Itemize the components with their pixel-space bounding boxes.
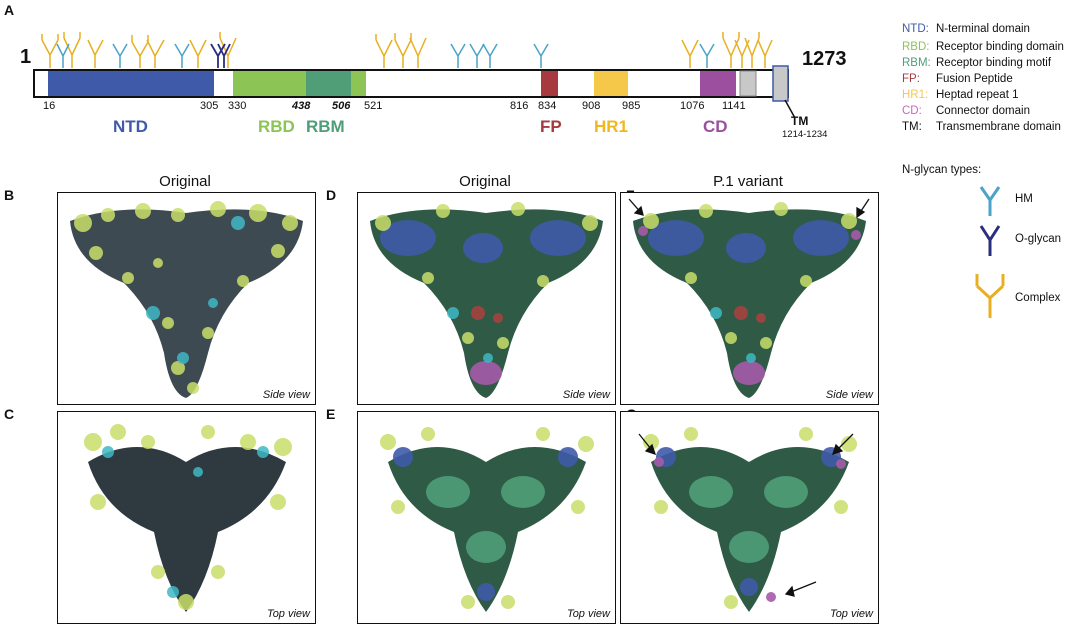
legend-entry-fp: FP: Fusion Peptide xyxy=(902,73,1013,85)
pos-908: 908 xyxy=(582,100,601,112)
arrow-icons xyxy=(638,433,854,597)
spike-top-view-domains xyxy=(380,427,594,612)
legend-entry-tm: TM: Transmembrane domain xyxy=(902,121,1061,133)
structure-panel-c: Top view xyxy=(57,411,316,624)
legend-abbr: FP: xyxy=(902,73,920,85)
pos-506: 506 xyxy=(332,100,351,112)
ntd-block xyxy=(48,71,214,96)
tm-pointer xyxy=(784,99,796,119)
pos-985: 985 xyxy=(622,100,641,112)
glycan-legend-icons xyxy=(975,186,1005,318)
spike-top-view-original xyxy=(84,424,292,612)
legend-abbr: TM: xyxy=(902,121,922,133)
spike-side-view-p1-variant xyxy=(628,198,870,398)
oglycan-icon xyxy=(979,225,1001,256)
domain-name-cd: CD xyxy=(703,117,728,136)
panel-letter-a: A xyxy=(4,2,15,18)
pos-521: 521 xyxy=(364,100,383,112)
tm-label: TM xyxy=(791,114,809,128)
sequence-end-label: 1273 xyxy=(802,48,847,70)
glycan-label-hm: HM xyxy=(1015,193,1033,205)
view-label-e: Top view xyxy=(566,608,610,620)
panel-title-d: Original xyxy=(459,173,511,190)
legend-abbr: CD: xyxy=(902,105,922,117)
structure-panel-f: Side view xyxy=(620,192,879,405)
pos-305: 305 xyxy=(200,100,219,112)
legend-text: Heptad repeat 1 xyxy=(936,89,1019,101)
legend-abbr: RBD: xyxy=(902,41,930,53)
tm-block xyxy=(772,65,789,102)
legend-entry-ntd: NTD: N-terminal domain xyxy=(902,23,1030,35)
hm-glycan-markers xyxy=(56,43,715,68)
domain-name-fp: FP xyxy=(540,117,562,136)
domain-map xyxy=(33,32,796,119)
hm-icon xyxy=(979,186,1001,216)
complex-glycan-markers xyxy=(41,32,773,68)
legend-text: Receptor binding motif xyxy=(936,57,1052,69)
structure-panel-e: Top view xyxy=(357,411,616,624)
spike-side-view-original xyxy=(70,201,303,398)
pos-834: 834 xyxy=(538,100,557,112)
legend-abbr: HR1: xyxy=(902,89,929,101)
glycan-legend-title: N-glycan types: xyxy=(902,164,982,176)
sequence-start-label: 1 xyxy=(20,46,32,68)
rbd-block-left xyxy=(233,71,306,96)
view-label-g: Top view xyxy=(829,608,873,620)
legend-text: Connector domain xyxy=(936,105,1030,117)
pos-816: 816 xyxy=(510,100,529,112)
panel-letter-b: B xyxy=(4,187,15,203)
glycan-label-complex: Complex xyxy=(1015,292,1061,304)
view-label-b: Side view xyxy=(262,389,310,401)
view-label-c: Top view xyxy=(266,608,310,620)
panel-title-f: P.1 variant xyxy=(713,173,783,190)
rbm-block xyxy=(306,71,351,96)
panel-title-b: Original xyxy=(159,173,211,190)
cd-block xyxy=(700,71,736,96)
legend-text: Transmembrane domain xyxy=(936,121,1061,133)
tm-range-label: 1214-1234 xyxy=(782,129,828,140)
legend-text: Fusion Peptide xyxy=(936,73,1013,85)
arrow-icons xyxy=(628,198,870,219)
complex-icon xyxy=(975,274,1005,318)
structure-panel-d: Side view xyxy=(357,192,616,405)
spike-side-view-domains xyxy=(370,202,603,398)
domain-name-rbm: RBM xyxy=(306,117,345,136)
pos-1141: 1141 xyxy=(722,100,746,112)
structure-panel-g: Top view xyxy=(620,411,879,624)
rbd-block-right xyxy=(351,71,366,96)
pos-330: 330 xyxy=(228,100,247,112)
legend-entry-rbd: RBD: Receptor binding domain xyxy=(902,41,1064,53)
legend-text: Receptor binding domain xyxy=(936,41,1064,53)
spike-top-view-p1-variant xyxy=(638,427,857,612)
domain-name-rbd: RBD xyxy=(258,117,295,136)
hr1-block xyxy=(594,71,628,96)
legend-entry-cd: CD: Connector domain xyxy=(902,105,1030,117)
view-label-f: Side view xyxy=(825,389,873,401)
legend-abbr: NTD: xyxy=(902,23,929,35)
structure-panel-b: Side view xyxy=(57,192,316,405)
panel-letter-e: E xyxy=(326,406,336,422)
legend-entry-hr1: HR1: Heptad repeat 1 xyxy=(902,89,1018,101)
panel-letter-d: D xyxy=(326,187,337,203)
legend-entry-rbm: RBM: Receptor binding motif xyxy=(902,57,1051,69)
panel-letter-c: C xyxy=(4,406,15,422)
oglycan-marker xyxy=(210,43,231,68)
pos-438: 438 xyxy=(292,100,311,112)
pos-16: 16 xyxy=(43,100,56,112)
glycan-label-oglycan: O-glycan xyxy=(1015,233,1062,245)
domain-name-hr1: HR1 xyxy=(594,117,629,136)
pos-1076: 1076 xyxy=(680,100,705,112)
legend-text: N-terminal domain xyxy=(936,23,1030,35)
fp-block xyxy=(541,71,558,96)
gray-block xyxy=(739,70,757,97)
legend-abbr: RBM: xyxy=(902,57,931,69)
view-label-d: Side view xyxy=(562,389,610,401)
domain-name-ntd: NTD xyxy=(113,117,148,136)
